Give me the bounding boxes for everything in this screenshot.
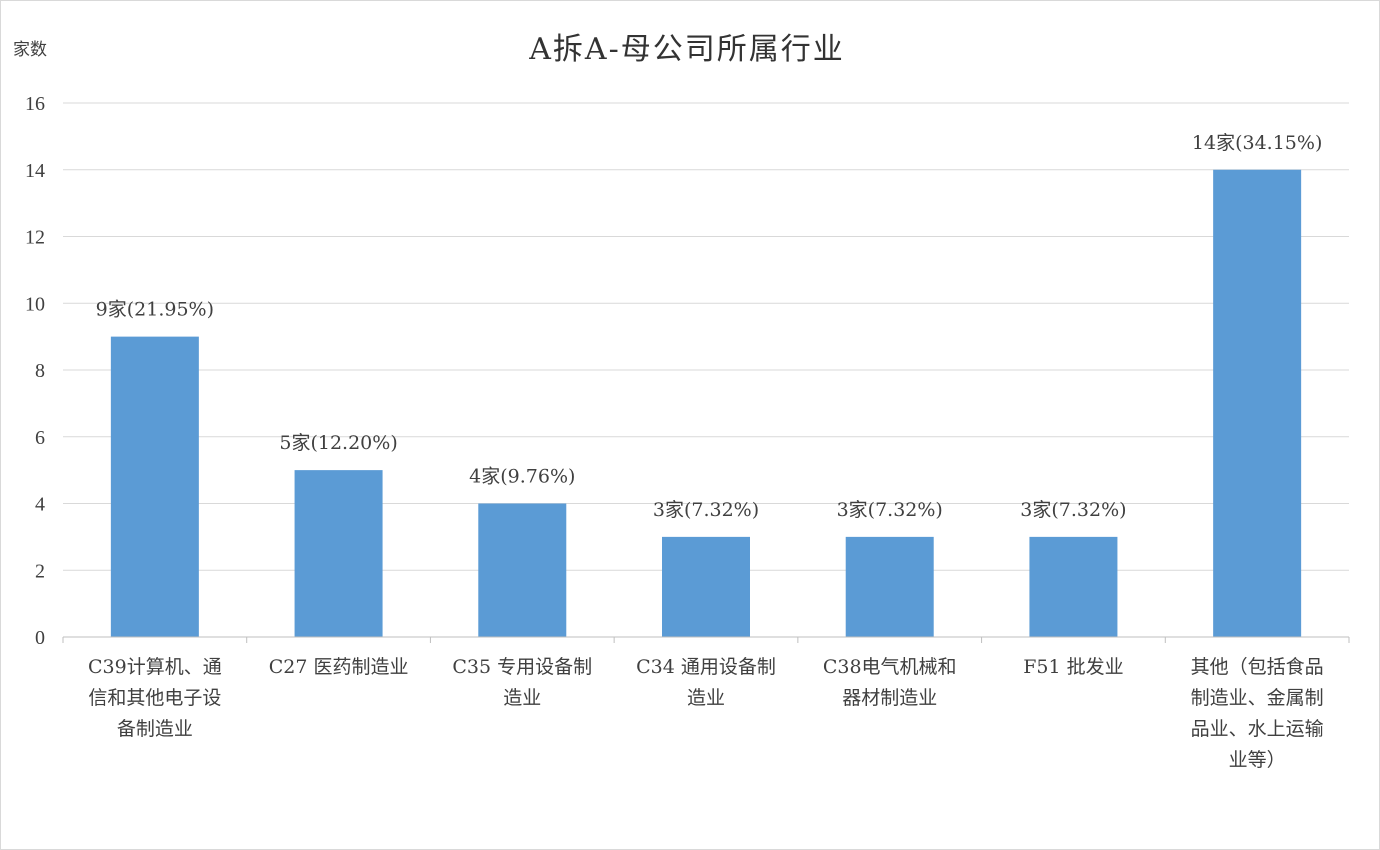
- bar: [478, 503, 567, 637]
- y-tick-label: 2: [35, 560, 45, 582]
- y-tick-label: 0: [35, 627, 45, 649]
- x-category-label: F51 批发业: [1023, 656, 1123, 678]
- x-category-label: C35 专用设备制: [452, 656, 592, 678]
- bar: [662, 536, 750, 637]
- y-axis-label: 家数: [13, 40, 47, 60]
- data-labels: 9家(21.95%) 5家(12.20%) 4家(9.76%) 3家(7.32%) 3家…: [96, 132, 1323, 521]
- bar: [110, 336, 199, 637]
- gridlines: [63, 102, 1349, 571]
- bar: [1029, 536, 1118, 637]
- x-category-label: 品业、水上运输: [1191, 718, 1324, 740]
- y-tick-label: 16: [25, 93, 45, 115]
- bar-data-label: 4家(9.76%): [469, 466, 575, 488]
- x-category-label: C39计算机、通: [88, 656, 222, 678]
- y-tick-label: 10: [25, 293, 45, 315]
- x-category-label: 器材制造业: [842, 687, 937, 709]
- x-category-label: 造业: [503, 687, 541, 709]
- x-category-label: C27 医药制造业: [269, 656, 409, 678]
- bar-data-label: 14家(34.15%): [1192, 132, 1322, 154]
- bar-data-label: 9家(21.95%): [96, 299, 214, 321]
- x-category-label: 备制造业: [117, 718, 193, 740]
- bar-data-label: 3家(7.32%): [653, 499, 759, 521]
- y-tick-label: 14: [25, 160, 45, 182]
- y-tick-label: 8: [35, 360, 45, 382]
- bar: [1213, 169, 1302, 637]
- bar-data-label: 5家(12.20%): [279, 432, 397, 454]
- y-tick-label: 4: [35, 494, 45, 516]
- bar-data-label: 3家(7.32%): [1020, 499, 1126, 521]
- x-category-label: 造业: [687, 687, 725, 709]
- y-axis-ticks: 0 2 4 6 8 10 12 14 16: [25, 93, 45, 649]
- x-category-label: C38电气机械和: [823, 656, 957, 678]
- bar-data-label: 3家(7.32%): [837, 499, 943, 521]
- bars: [110, 169, 1302, 637]
- x-category-label: C34 通用设备制: [636, 656, 776, 678]
- chart-title: A拆A-母公司所属行业: [528, 32, 844, 67]
- y-tick-label: 12: [25, 227, 45, 249]
- x-category-label: 制造业、金属制: [1191, 687, 1324, 709]
- bar: [294, 470, 383, 637]
- x-category-label: 信和其他电子设: [88, 687, 221, 709]
- bar: [845, 536, 934, 637]
- x-category-label: 其他（包括食品: [1191, 656, 1324, 678]
- x-category-label: 业等）: [1229, 749, 1286, 771]
- y-tick-label: 6: [35, 427, 45, 449]
